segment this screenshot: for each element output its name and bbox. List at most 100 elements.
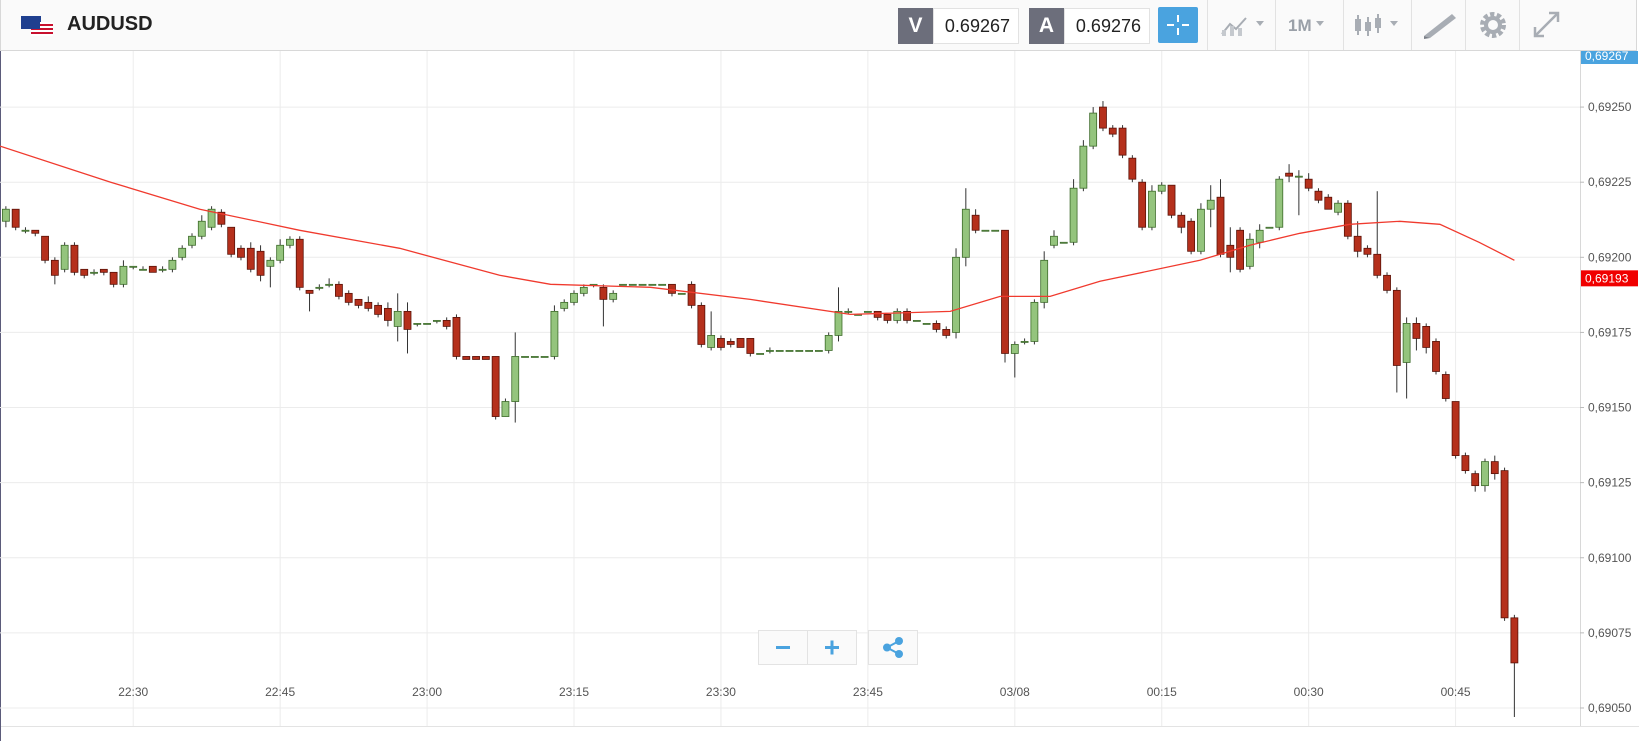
candle-style-button[interactable]: [1343, 0, 1412, 50]
y-tick-label: 0,69050: [1588, 701, 1632, 715]
candle-body: [628, 283, 637, 286]
zoom-in-button[interactable]: [807, 630, 857, 665]
candle-body: [1481, 461, 1489, 487]
candle-body: [746, 338, 755, 354]
candle-body: [511, 356, 520, 402]
candle-body: [1010, 344, 1019, 354]
ask-price[interactable]: 0.69276: [1064, 8, 1150, 44]
candle-body: [423, 323, 431, 325]
candle-body: [1206, 199, 1215, 210]
candle-body: [1255, 229, 1264, 243]
candle-body: [207, 208, 216, 228]
bid-price[interactable]: 0.69267: [933, 8, 1019, 44]
candle-body: [1118, 127, 1127, 156]
candle-body: [276, 244, 285, 261]
candle-body: [1285, 172, 1293, 177]
candle-body: [1020, 341, 1029, 343]
share-button[interactable]: [868, 630, 918, 665]
candle-body: [932, 323, 941, 330]
candle-body: [374, 304, 383, 315]
candle-body: [736, 338, 745, 348]
candle-body: [1461, 455, 1470, 472]
x-tick-label: 22:30: [118, 685, 148, 699]
candle-body: [1099, 106, 1107, 129]
candle-body: [335, 283, 343, 297]
candle-body: [129, 265, 138, 268]
candle-body: [90, 271, 98, 274]
candle-body: [873, 310, 882, 318]
candle-body: [844, 310, 853, 313]
candle-body: [109, 271, 118, 285]
candle-body: [188, 235, 196, 246]
candle-body: [697, 304, 706, 345]
candle-body: [99, 268, 108, 273]
y-tick-label: 0,69125: [1588, 476, 1632, 490]
candles: [1, 101, 1519, 717]
x-tick-label: 23:15: [559, 685, 589, 699]
settings-button[interactable]: [1465, 0, 1520, 50]
candle-body: [668, 283, 676, 294]
candle-body: [364, 301, 373, 309]
candle-body: [1324, 196, 1333, 210]
candle-body: [579, 286, 588, 294]
candle-body: [707, 335, 716, 348]
chart-type-button[interactable]: [1207, 0, 1276, 50]
candle-body: [217, 211, 226, 225]
timeframe[interactable]: 1M: [1288, 16, 1312, 35]
candle-body: [305, 289, 314, 294]
drawing-tools-button[interactable]: [1411, 0, 1466, 50]
candle-body: [560, 301, 569, 309]
candle-body: [775, 350, 784, 352]
candle-body: [442, 319, 451, 327]
x-tick-label: 00:45: [1441, 685, 1471, 699]
candle-body: [1334, 202, 1342, 213]
candle-body: [677, 292, 686, 295]
candle-body: [393, 310, 402, 327]
candle-body: [756, 353, 765, 355]
price-tag: [1581, 270, 1638, 287]
candle-body: [1490, 461, 1499, 475]
candle-body: [315, 286, 324, 289]
candle-body: [237, 247, 245, 258]
candle-body: [658, 283, 667, 286]
timeframe-button[interactable]: 1M: [1275, 0, 1344, 50]
y-tick-label: 0,69175: [1588, 325, 1632, 339]
candle-body: [325, 283, 334, 286]
candle-body: [1167, 184, 1176, 216]
chart-background: [0, 51, 1639, 741]
candle-body: [785, 350, 794, 352]
y-tick-label: 0,69200: [1588, 250, 1632, 264]
x-tick-label: 23:30: [706, 685, 736, 699]
candle-body: [1441, 374, 1450, 399]
candle-body: [971, 214, 980, 231]
x-tick-label: 23:45: [853, 685, 883, 699]
candle-body: [1157, 184, 1166, 192]
candle-body: [354, 298, 363, 306]
bid-label[interactable]: V: [898, 8, 933, 44]
candle-body: [981, 229, 990, 232]
candle-body: [1128, 157, 1137, 180]
candle-body: [462, 356, 471, 360]
candle-body: [178, 247, 187, 258]
crosshair-button[interactable]: [1158, 7, 1198, 43]
candle-body: [540, 356, 549, 358]
fullscreen-button[interactable]: [1519, 0, 1574, 50]
candle-body: [70, 244, 79, 273]
candle-body: [41, 235, 49, 261]
candle-body: [863, 310, 872, 313]
candle-body: [1030, 301, 1039, 342]
price-tag-label: 0,69267: [1585, 51, 1629, 63]
candle-body: [1177, 214, 1186, 228]
candle-body: [570, 292, 578, 303]
candle-body: [1510, 617, 1519, 664]
candle-body: [1392, 289, 1401, 366]
x-tick-label: 03/08: [1000, 685, 1030, 699]
candle-body: [472, 356, 480, 360]
candle-body: [638, 283, 647, 286]
ask-label[interactable]: A: [1029, 8, 1064, 44]
zoom-out-button[interactable]: [758, 630, 808, 665]
candle-body: [1069, 187, 1078, 243]
candle-body: [952, 256, 960, 333]
candle-body: [1304, 178, 1313, 189]
